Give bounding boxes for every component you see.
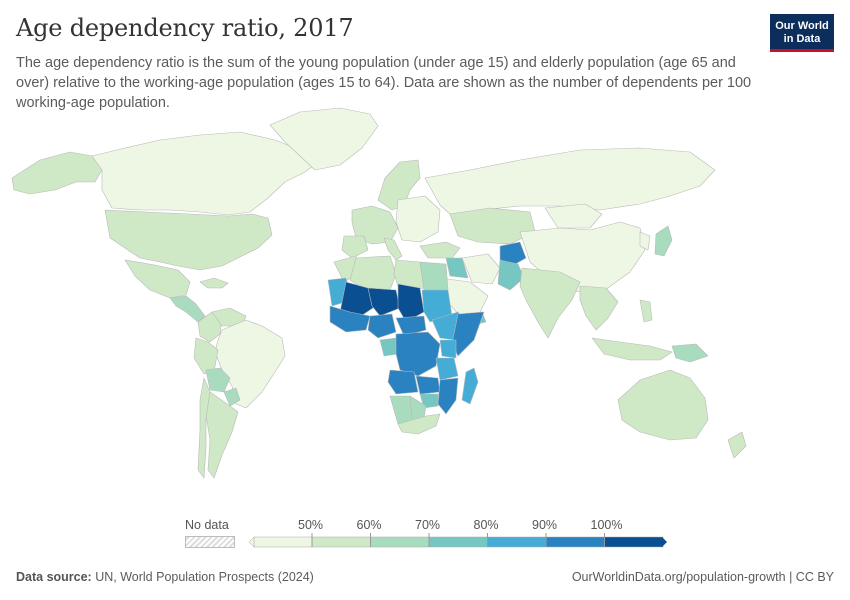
region-mexico[interactable]: [124, 259, 191, 299]
region-mali[interactable]: [339, 281, 377, 319]
region-chile[interactable]: [197, 377, 211, 479]
region-central-african-republic[interactable]: [395, 315, 427, 337]
legend-tick-label: 90%: [532, 518, 558, 532]
region-namibia[interactable]: [389, 395, 413, 425]
data-source: Data source: UN, World Population Prospe…: [16, 570, 314, 584]
region-paraguay[interactable]: [223, 387, 241, 407]
region-caribbean[interactable]: [199, 277, 229, 289]
no-data-label: No data: [185, 518, 229, 532]
data-source-label: Data source:: [16, 570, 92, 584]
region-iran[interactable]: [461, 253, 501, 285]
owid-logo[interactable]: Our World in Data: [770, 14, 834, 52]
region-egypt[interactable]: [419, 261, 449, 291]
legend-tick-label: 50%: [298, 518, 324, 532]
legend-bin-4: [487, 536, 547, 548]
region-spain[interactable]: [341, 235, 369, 259]
region-madagascar[interactable]: [461, 367, 479, 405]
no-data-swatch: [185, 536, 235, 548]
region-turkey[interactable]: [419, 241, 461, 259]
region-greenland[interactable]: [269, 107, 379, 171]
region-dr-congo[interactable]: [395, 331, 441, 377]
region-canada[interactable]: [91, 131, 319, 216]
region-mozambique[interactable]: [437, 377, 459, 415]
legend-bin-3: [428, 536, 488, 548]
footer-links: OurWorldinData.org/population-growth | C…: [572, 570, 834, 584]
region-pakistan[interactable]: [497, 259, 525, 291]
region-alaska[interactable]: [11, 151, 103, 195]
logo-line-2: in Data: [783, 33, 821, 45]
legend-tick-label: 100%: [590, 518, 623, 532]
license-text: | CC BY: [789, 570, 834, 584]
region-southeast-asia[interactable]: [579, 285, 619, 331]
legend-tick-label: 70%: [415, 518, 441, 532]
no-data-legend: No data: [185, 518, 235, 548]
region-central-america[interactable]: [169, 295, 206, 323]
region-indonesia[interactable]: [591, 337, 673, 361]
region-papua-new-guinea[interactable]: [671, 343, 709, 363]
source-url-link[interactable]: OurWorldinData.org/population-growth: [571, 570, 786, 584]
legend-bin-5: [545, 536, 605, 548]
region-afghanistan[interactable]: [499, 241, 527, 267]
region-south-africa[interactable]: [397, 413, 441, 435]
region-scandinavia[interactable]: [377, 159, 421, 211]
region-eastern-europe[interactable]: [395, 195, 441, 243]
region-zambia[interactable]: [415, 375, 441, 395]
chart-subtitle: The age dependency ratio is the sum of t…: [16, 55, 752, 111]
legend-arrow-left: [248, 536, 255, 548]
region-korea[interactable]: [639, 231, 651, 251]
region-new-zealand[interactable]: [727, 431, 747, 459]
region-somalia[interactable]: [451, 311, 485, 357]
region-australia[interactable]: [617, 369, 709, 441]
region-iraq[interactable]: [445, 257, 469, 279]
legend-bin-1: [311, 536, 371, 548]
region-gabon[interactable]: [379, 337, 399, 357]
data-source-text: UN, World Population Prospects (2024): [95, 570, 314, 584]
region-argentina[interactable]: [205, 391, 239, 479]
logo-line-1: Our World: [775, 20, 829, 32]
region-india[interactable]: [519, 267, 581, 339]
region-niger[interactable]: [367, 287, 401, 317]
region-italy[interactable]: [383, 237, 403, 261]
region-bolivia[interactable]: [205, 367, 231, 393]
region-united-states[interactable]: [104, 209, 273, 271]
legend-tick-label: 60%: [356, 518, 382, 532]
legend-bin-0: [253, 536, 313, 548]
color-legend: [248, 533, 667, 548]
region-kenya[interactable]: [439, 339, 457, 359]
legend-bin-6: [604, 536, 664, 548]
region-russia[interactable]: [424, 147, 716, 215]
chart-title: Age dependency ratio, 2017: [16, 14, 354, 42]
region-tanzania[interactable]: [435, 357, 459, 381]
region-west-africa-coast[interactable]: [329, 305, 371, 333]
legend-bin-2: [370, 536, 430, 548]
region-japan[interactable]: [654, 225, 673, 257]
region-mongolia[interactable]: [544, 203, 603, 229]
region-nigeria[interactable]: [367, 313, 397, 339]
region-philippines[interactable]: [639, 299, 653, 323]
region-angola[interactable]: [387, 369, 419, 395]
legend-tick-label: 80%: [473, 518, 499, 532]
region-zimbabwe[interactable]: [419, 393, 439, 409]
legend-arrow-right: [662, 537, 667, 547]
